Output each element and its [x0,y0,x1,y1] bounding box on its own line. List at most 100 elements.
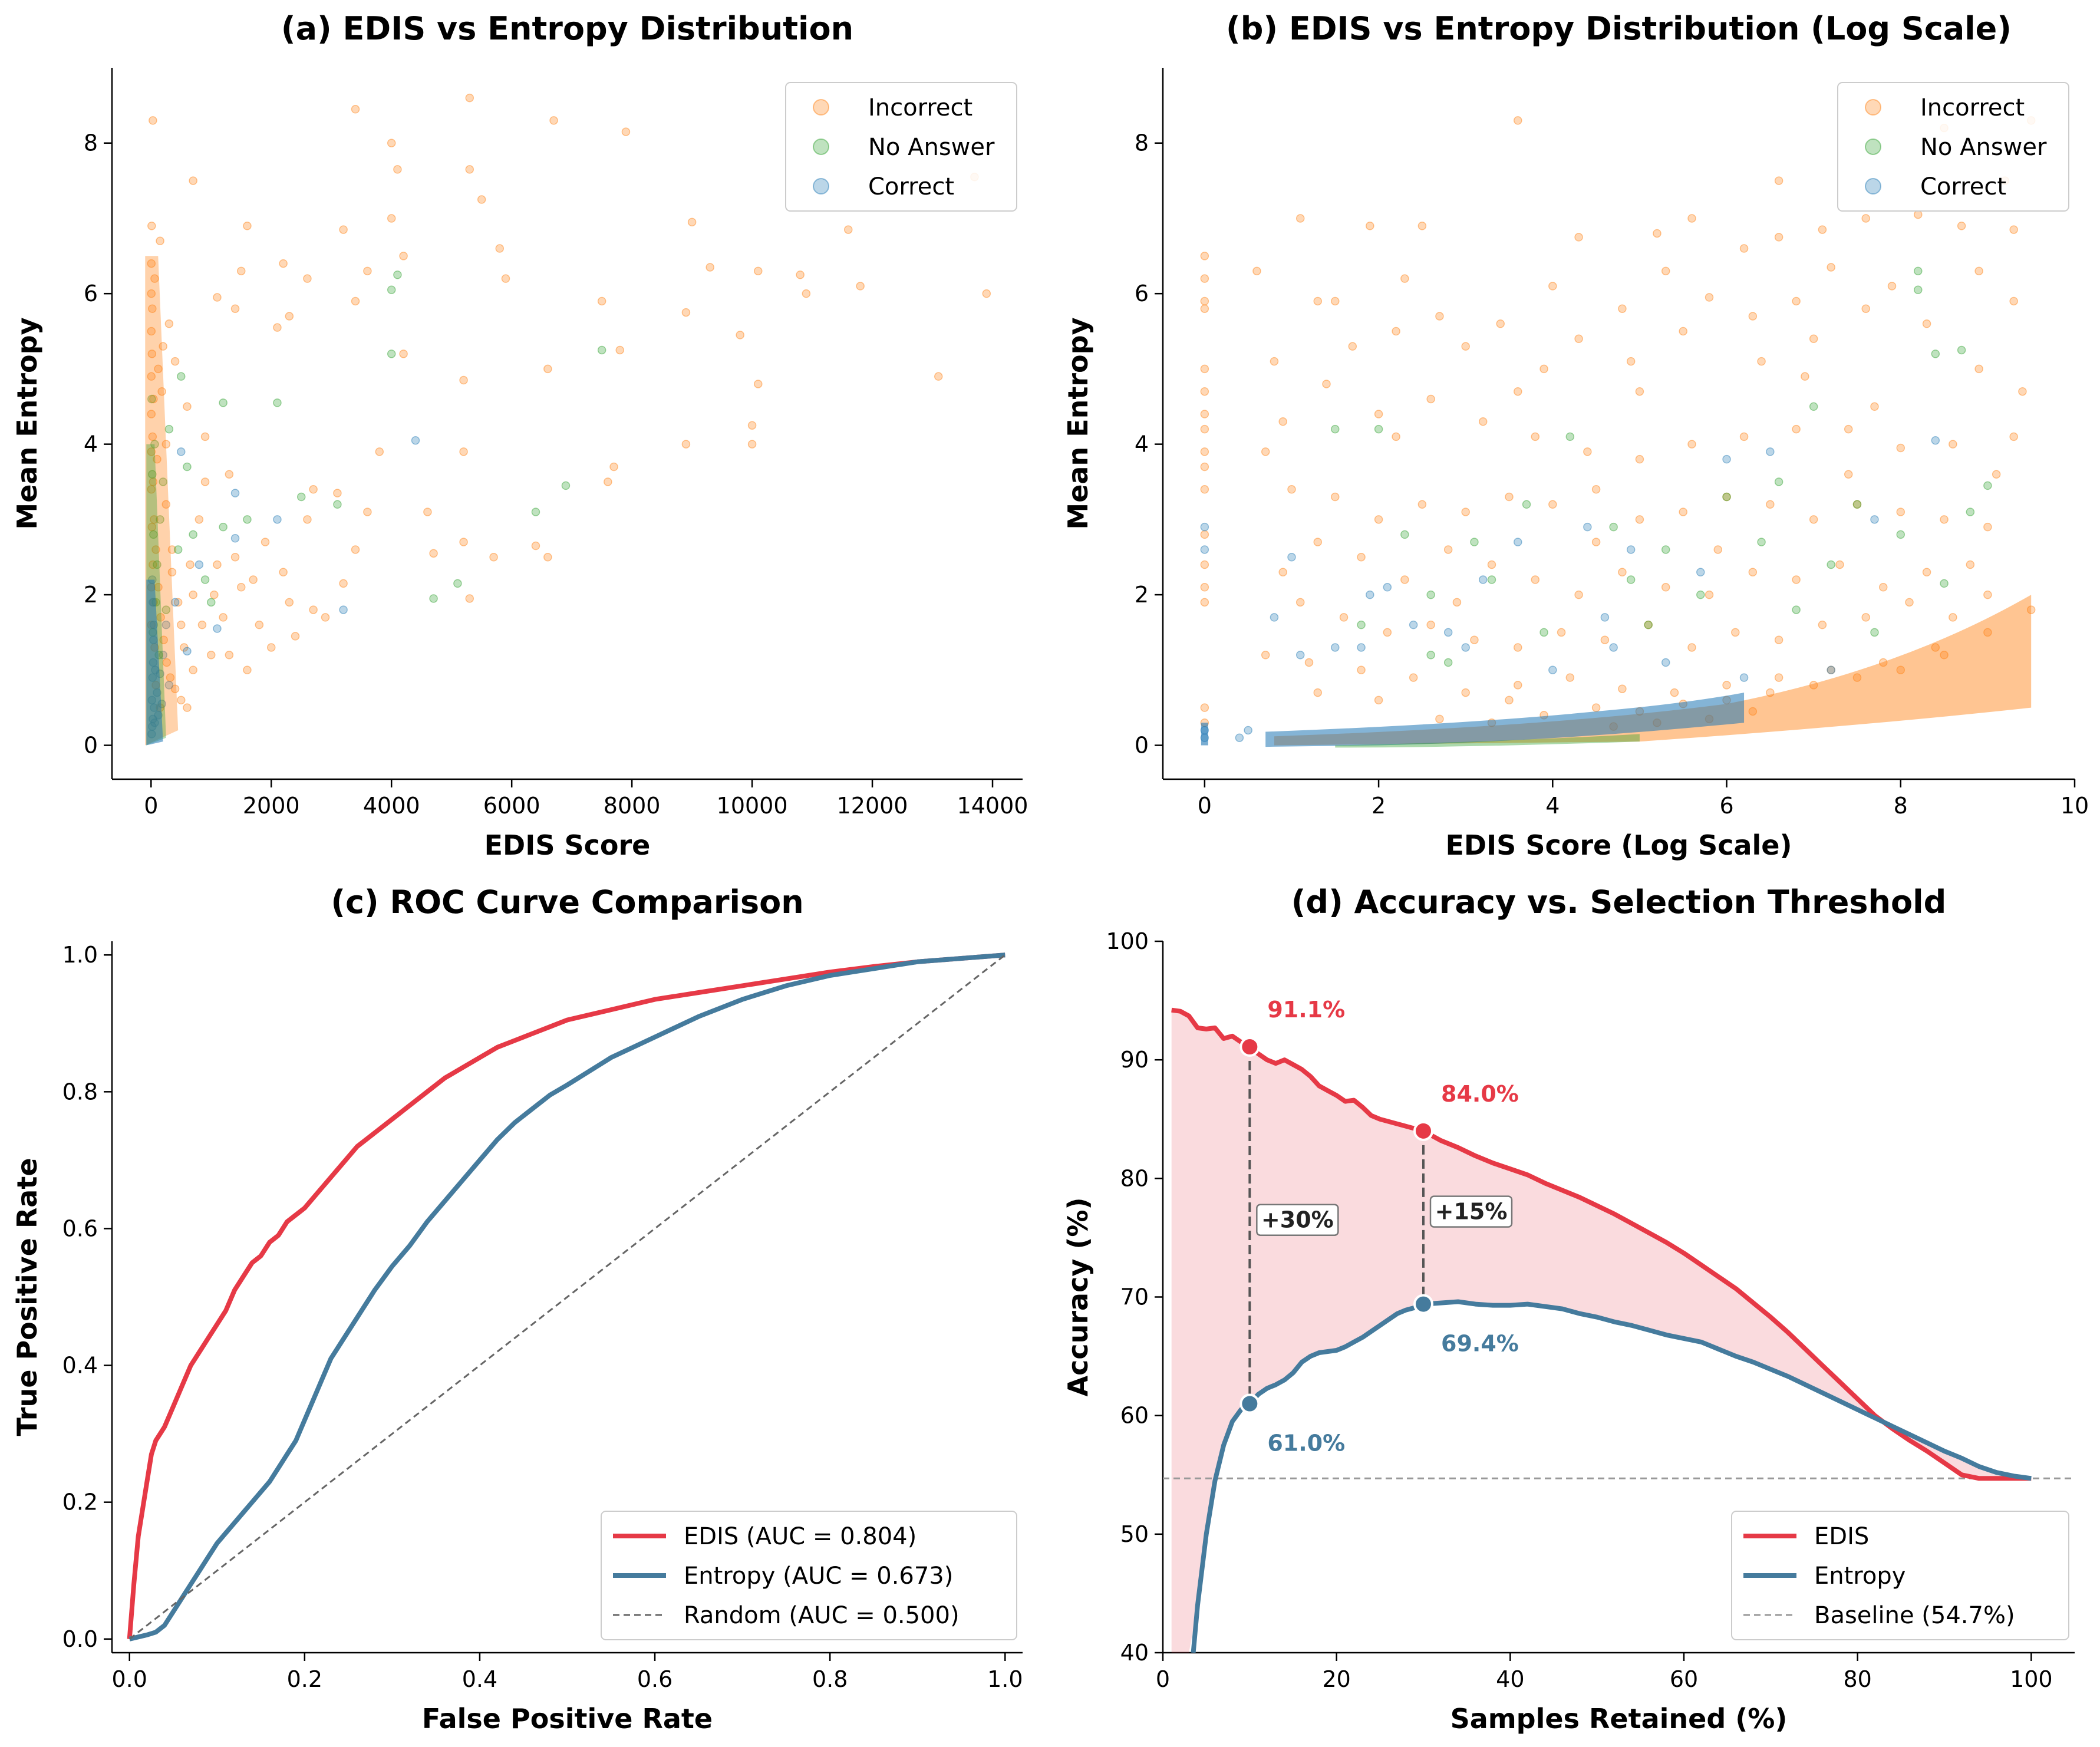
scatter-point-incorrect [159,342,167,351]
x-tick-label: 0.0 [111,1666,147,1692]
scatter-point-incorrect [1574,590,1583,599]
scatter-point-incorrect [982,289,991,298]
scatter-point-incorrect [147,221,156,230]
scatter-point-correct [1287,552,1296,562]
y-axis-label: Mean Entropy [11,317,43,529]
scatter-point-incorrect [1618,304,1627,313]
x-tick-label: 0.4 [462,1666,497,1692]
legend-marker [1865,139,1881,155]
scatter-point-incorrect [1731,628,1740,637]
highlight-marker [1413,1294,1433,1314]
scatter-point-no-answer [387,285,396,295]
scatter-point-incorrect [459,538,468,546]
scatter-point-incorrect [147,289,156,298]
scatter-point-correct [1548,665,1557,675]
scatter-point-incorrect [1878,583,1888,592]
scatter-point-no-answer [1914,266,1923,276]
legend: EDIS (AUC = 0.804) Entropy (AUC = 0.673) R… [601,1511,1017,1640]
scatter-point-incorrect [1940,651,1949,660]
scatter-point-incorrect [477,195,486,204]
scatter-point-incorrect [1357,665,1366,675]
scatter-point-incorrect [183,402,192,411]
scatter-point-incorrect [1200,387,1209,396]
scatter-point-incorrect [1514,387,1522,396]
y-tick-label: 0 [84,733,98,759]
scatter-point-no-answer [531,507,540,516]
scatter-point-no-answer [561,481,571,490]
x-tick-label: 0 [1198,793,1212,819]
correct-cluster [146,579,163,746]
scatter-point-no-answer [147,394,156,404]
scatter-point-incorrect [1287,485,1296,494]
x-tick-label: 2 [1372,793,1386,819]
scatter-point-incorrect [230,552,240,562]
legend-frame [1731,1511,2069,1640]
scatter-point-incorrect [1635,454,1644,464]
scatter-point-incorrect [147,259,156,268]
scatter-point-incorrect [399,350,408,358]
legend-label: Entropy (AUC = 0.673) [684,1563,953,1590]
scatter-point-incorrect [2009,296,2018,306]
scatter-point-incorrect [1827,665,1835,675]
scatter-point-incorrect [1514,681,1522,690]
scatter-point-incorrect [225,470,234,479]
scatter-point-incorrect [1200,485,1209,494]
scatter-point-incorrect [1200,530,1209,539]
scatter-point-incorrect [1461,342,1470,351]
chart-title: (c) ROC Curve Comparison [331,884,803,921]
scatter-point-incorrect [1739,432,1749,441]
scatter-point-incorrect [161,500,171,509]
x-axis-label: EDIS Score (Log Scale) [1445,829,1792,861]
y-tick-label: 0.6 [62,1215,98,1241]
y-tick-label: 6 [1135,281,1149,306]
scatter-point-incorrect [2026,605,2036,614]
scatter-point-incorrect [1531,432,1540,441]
scatter-point-incorrect [1748,568,1758,577]
scatter-point-incorrect [1983,522,1992,532]
scatter-point-incorrect [1940,515,1949,524]
scatter-point-incorrect [219,613,228,622]
scatter-point-no-answer [219,398,228,407]
scatter-point-no-answer [1931,350,1940,358]
highlight-marker [1239,1037,1260,1057]
scatter-point-incorrect [1261,651,1270,660]
scatter-point-incorrect [393,165,402,174]
scatter-point-incorrect [333,489,342,497]
scatter-point-incorrect [1600,635,1610,644]
scatter-point-incorrect [351,545,360,554]
scatter-point-incorrect [1331,492,1340,502]
scatter-point-incorrect [147,522,157,532]
scatter-point-incorrect [2009,432,2018,441]
scatter-point-no-answer [243,515,252,524]
scatter-point-incorrect [243,665,252,675]
x-tick-label: 6000 [483,793,540,819]
scatter-point-correct [1931,436,1940,445]
x-tick-label: 0 [144,793,158,819]
dense-cluster [145,256,179,746]
scatter-point-incorrect [754,266,763,276]
scatter-point-correct [159,651,167,660]
scatter-point-incorrect [303,274,312,283]
scatter-point-no-answer [1914,285,1923,295]
scatter-point-incorrect [279,259,288,268]
value-label: 91.1% [1267,997,1345,1023]
scatter-point-incorrect [1801,372,1809,381]
scatter-point-incorrect [351,296,360,306]
scatter-point-no-answer [1644,620,1653,629]
scatter-point-correct [1514,538,1522,546]
x-tick-label: 20 [1322,1666,1350,1692]
x-axis-label: Samples Retained (%) [1450,1703,1788,1735]
scatter-point-incorrect [1644,620,1653,629]
scatter-point-no-answer [183,462,192,472]
scatter-point-no-answer [156,515,164,524]
scatter-point-incorrect [207,651,216,660]
scatter-point-correct [1696,568,1705,577]
scatter-point-incorrect [1461,507,1470,516]
x-tick-label: 40 [1496,1666,1524,1692]
x-axis-label: False Positive Rate [422,1703,713,1735]
roc-line-1 [128,952,1006,1641]
scatter-point-incorrect [1583,447,1592,456]
x-tick-label: 0.8 [812,1666,848,1692]
scatter-point-incorrect [1774,673,1783,682]
scatter-point-incorrect [1774,176,1783,185]
